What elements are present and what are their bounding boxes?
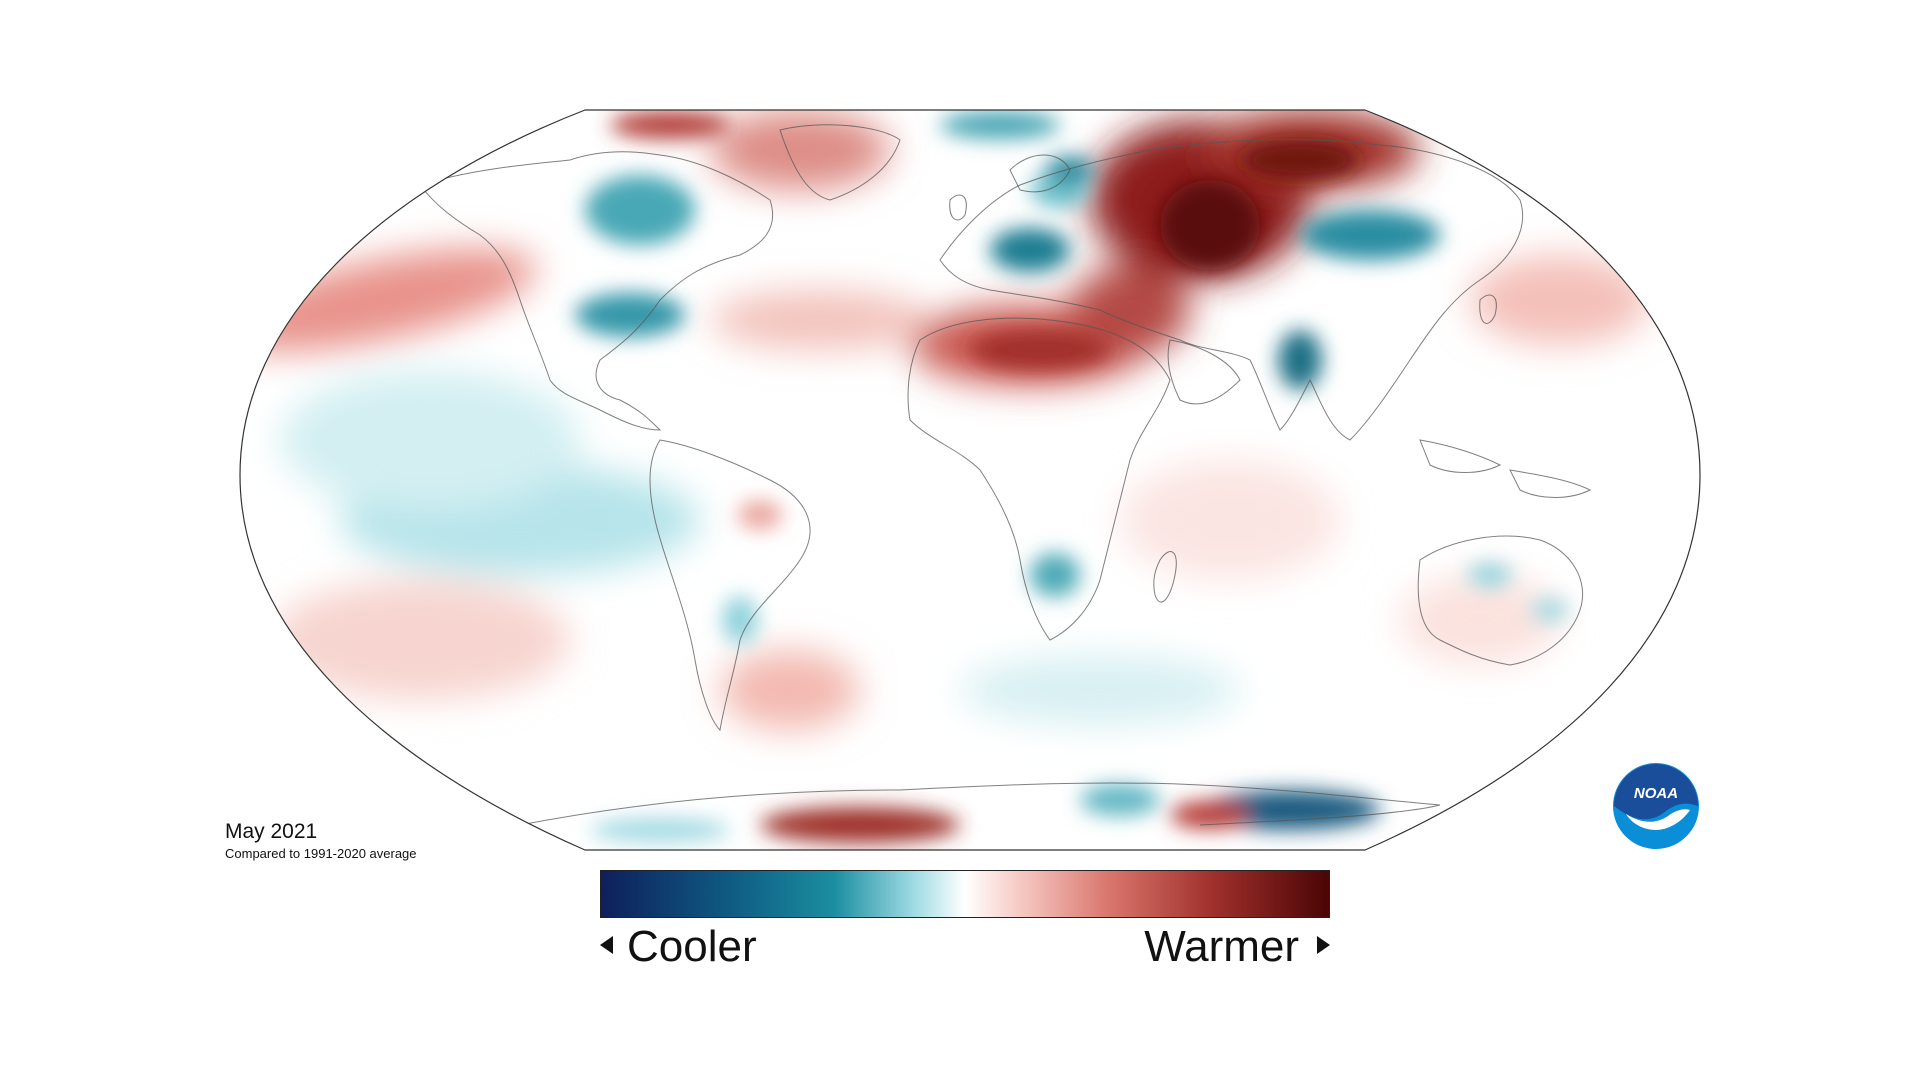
date-label: May 2021 [225, 820, 318, 843]
logo-text: NOAA [1634, 785, 1678, 802]
map-border [239, 109, 1701, 851]
warmer-legend: Warmer [1144, 925, 1330, 969]
baseline-note: Compared to 1991-2020 average [225, 846, 417, 861]
noaa-logo: NOAA [1613, 763, 1699, 849]
warmer-label: Warmer [1144, 922, 1299, 971]
cooler-legend: Cooler [600, 925, 757, 969]
color-scale-bar [600, 870, 1330, 918]
bird-icon [1626, 809, 1690, 830]
left-arrow-icon [600, 936, 613, 955]
anomaly-field-broad [240, 110, 1650, 730]
logo-top-half [1614, 764, 1698, 820]
map-field [240, 110, 1700, 850]
anomaly-field-sharp [575, 111, 1568, 843]
cooler-label: Cooler [627, 922, 757, 971]
right-arrow-icon [1317, 936, 1330, 955]
